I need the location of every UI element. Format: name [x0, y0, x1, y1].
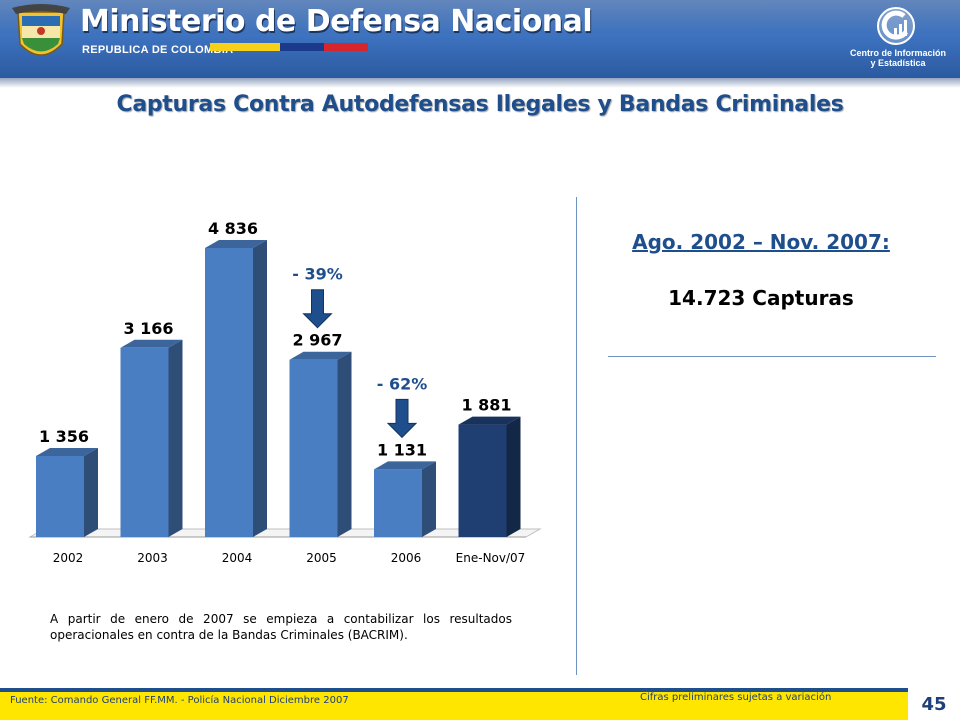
x-tick-2003: 2003	[137, 551, 168, 565]
summary-period: Ago. 2002 – Nov. 2007:	[632, 230, 890, 254]
statistics-center-line2: y Estadística	[870, 58, 926, 68]
bar-2004	[205, 248, 253, 537]
flag-stripe-red	[324, 43, 368, 51]
bar-side-2005	[337, 351, 352, 537]
bar-top-2003	[120, 339, 183, 348]
bar-top-2006	[374, 461, 436, 470]
bar-2005	[289, 359, 338, 537]
value-label-2003: 3 166	[123, 319, 173, 338]
flag-stripe-blue	[280, 43, 324, 51]
x-tick-Ene-Nov/07: Ene-Nov/07	[456, 551, 526, 565]
flag-stripe-yellow	[210, 43, 280, 51]
bar-side-2004	[253, 240, 267, 537]
bar-2003	[120, 347, 169, 537]
x-tick-2002: 2002	[53, 551, 84, 565]
header-shine	[0, 0, 960, 34]
bar-2006	[374, 469, 422, 537]
value-label-2004: 4 836	[208, 219, 258, 238]
footer-top-line	[0, 688, 908, 692]
coat-of-arms-icon	[12, 4, 70, 56]
republic-label: REPUBLICA DE COLOMBIA	[82, 44, 234, 56]
bar-top-2002	[36, 447, 98, 456]
captures-bar-chart: 1 356 2002 3 166 2003 4 836 2004 2 967 2005 1 13…	[28, 219, 542, 565]
value-label-2005: 2 967	[292, 331, 342, 350]
x-tick-2006: 2006	[391, 551, 422, 565]
footer-bar	[0, 688, 908, 720]
value-label-2006: 1 131	[377, 440, 427, 459]
bar-top-2004	[205, 240, 267, 248]
bar-top-Ene-Nov/07	[458, 416, 521, 425]
summary-total: 14.723 Capturas	[668, 286, 854, 310]
slide-title: Capturas Contra Autodefensas Ilegales y …	[116, 92, 844, 117]
bacrim-note: A partir de enero de 2007 se empieza a c…	[50, 612, 512, 642]
arrow-down-icon	[386, 398, 418, 439]
summary-rule	[608, 356, 936, 357]
statistics-center-label: Centro de Información y Estadística	[838, 48, 958, 68]
x-tick-2005: 2005	[306, 551, 337, 565]
statistics-center-logo-icon	[877, 7, 915, 45]
page-number: 45	[921, 694, 947, 715]
ministry-title: Ministerio de Defensa Nacional	[80, 4, 593, 39]
bar-side-2003	[168, 339, 183, 537]
x-tick-2004: 2004	[222, 551, 253, 565]
bar-top-2005	[289, 351, 352, 360]
bar-side-Ene-Nov/07	[506, 416, 521, 537]
bar-Ene-Nov/07	[458, 424, 507, 537]
source-text: Fuente: Comando General FF.MM. - Policía…	[10, 695, 349, 706]
annotation-label-2005: - 39%	[292, 265, 343, 284]
value-label-2002: 1 356	[39, 427, 89, 446]
bar-side-2006	[422, 461, 436, 537]
header-banner: Ministerio de Defensa Nacional REPUBLICA…	[0, 0, 960, 78]
bar-side-2002	[84, 447, 98, 537]
value-label-Ene-Nov/07: 1 881	[461, 396, 511, 415]
statistics-center-line1: Centro de Información	[849, 48, 946, 58]
arrow-down-icon	[302, 289, 333, 329]
vertical-divider	[576, 197, 577, 675]
bar-2002	[36, 455, 84, 537]
annotation-label-2006: - 62%	[377, 374, 428, 393]
header-shadow	[0, 78, 960, 88]
preliminary-note: Cifras preliminares sujetas a variación	[640, 692, 832, 703]
